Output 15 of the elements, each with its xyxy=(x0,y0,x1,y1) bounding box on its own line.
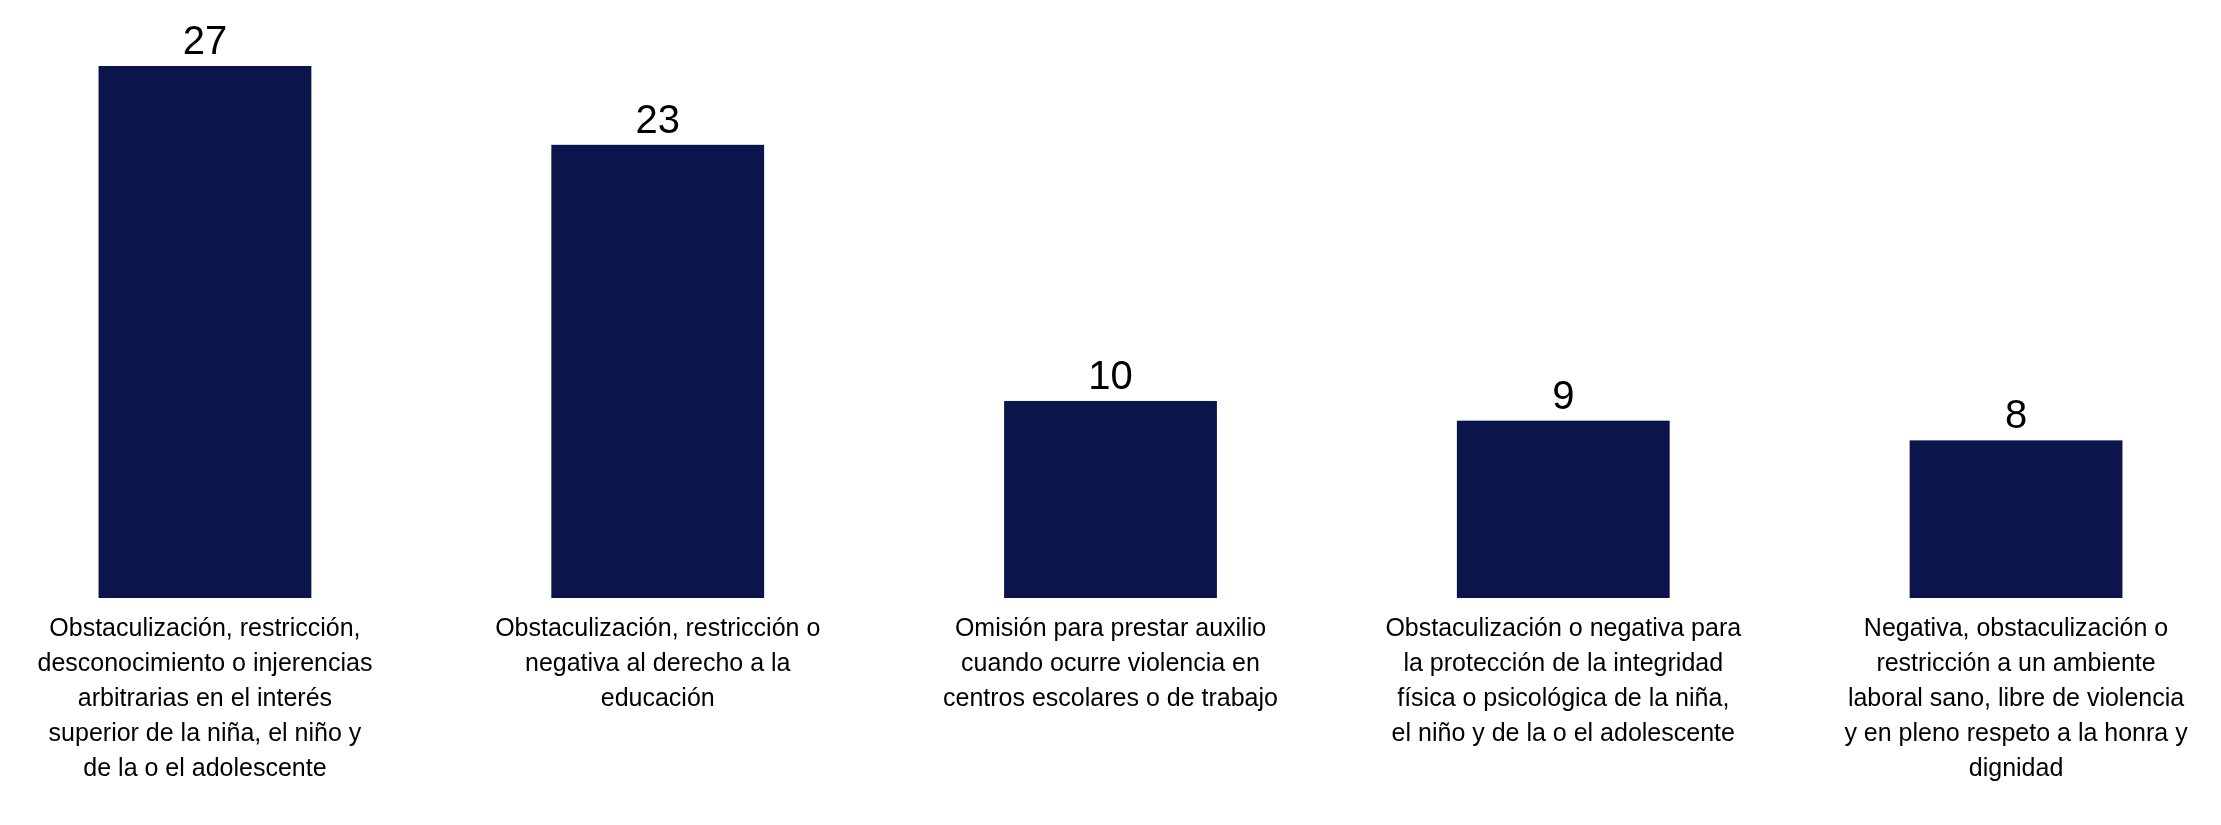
data-label: 8 xyxy=(2004,392,2028,437)
data-label: 23 xyxy=(635,96,680,141)
x-tick-label: Obstaculización, restricción o negativa al derecho a la educación xyxy=(495,613,821,711)
bar xyxy=(1456,420,1670,598)
bar xyxy=(551,144,765,598)
bar xyxy=(1909,440,2123,598)
data-label: 10 xyxy=(1088,352,1133,397)
x-tick-label: Obstaculización o negativa para la protección de la integridad física o psicológica de la niña, el niño y de la o el adolescente xyxy=(1385,613,1742,746)
x-tick-label: Negativa, obstaculización o restricción a un ambiente laboral sano, libre de violencia y en pleno respeto a la honra y dignidad xyxy=(1844,613,2189,781)
bar xyxy=(1004,400,1217,598)
x-tick-label: Obstaculización, restricción, desconocimiento o injerencias arbitrarias en el interés superior de la niña, el niño y de la o el adolescente xyxy=(37,613,373,781)
x-tick-label: Omisión para prestar auxilio cuando ocurre violencia en centros escolares o de trabajo xyxy=(943,613,1278,711)
data-label: 27 xyxy=(182,18,228,62)
bar xyxy=(98,66,312,598)
data-label: 9 xyxy=(1552,372,1575,417)
